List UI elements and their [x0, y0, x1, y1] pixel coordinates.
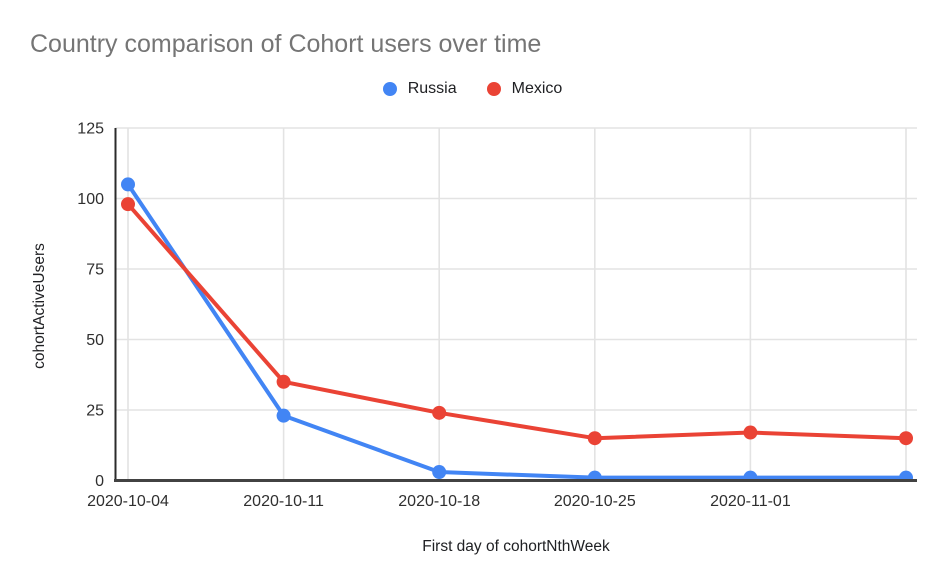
y-tick-label: 25 [86, 403, 104, 420]
data-point-mexico-3[interactable] [587, 431, 602, 446]
chart-legend: Russia Mexico [0, 79, 945, 99]
y-tick-label: 100 [77, 191, 104, 208]
data-point-russia-3[interactable] [587, 470, 602, 485]
y-tick-label: 75 [86, 262, 104, 279]
y-tick-label: 125 [77, 121, 104, 138]
y-tick-label: 50 [86, 332, 104, 349]
data-point-russia-2[interactable] [432, 465, 447, 480]
x-axis-title: First day of cohortNthWeek [422, 538, 610, 555]
legend-label: Mexico [511, 80, 563, 97]
x-tick-label: 2020-11-01 [710, 493, 791, 510]
data-point-mexico-1[interactable] [276, 374, 291, 389]
data-point-russia-4[interactable] [743, 470, 758, 485]
data-point-mexico-0[interactable] [121, 197, 135, 212]
data-point-russia-1[interactable] [276, 408, 291, 423]
data-point-mexico-4[interactable] [743, 425, 758, 440]
data-point-mexico-2[interactable] [432, 405, 447, 420]
data-point-russia-5[interactable] [899, 470, 913, 485]
x-tick-label: 2020-10-25 [554, 493, 636, 510]
data-point-mexico-5[interactable] [899, 431, 913, 446]
legend-item-mexico[interactable]: Mexico [486, 80, 563, 98]
chart-title: Country comparison of Cohort users over … [30, 30, 542, 58]
legend-swatch-mexico [486, 82, 501, 96]
data-point-russia-0[interactable] [121, 177, 135, 192]
x-tick-label: 2020-10-11 [243, 493, 324, 510]
y-axis-title: cohortActiveUsers [31, 243, 48, 369]
y-tick-label: 0 [95, 473, 104, 490]
legend-swatch-russia [382, 82, 397, 96]
x-tick-label: 2020-10-18 [398, 493, 480, 510]
series-mexico [121, 197, 913, 446]
series-russia [121, 177, 913, 485]
series-line-mexico [126, 202, 908, 441]
series-line-russia [126, 182, 908, 480]
legend-label: Russia [407, 80, 457, 97]
legend-item-russia[interactable]: Russia [382, 80, 457, 98]
x-tick-label: 2020-10-04 [87, 493, 169, 510]
